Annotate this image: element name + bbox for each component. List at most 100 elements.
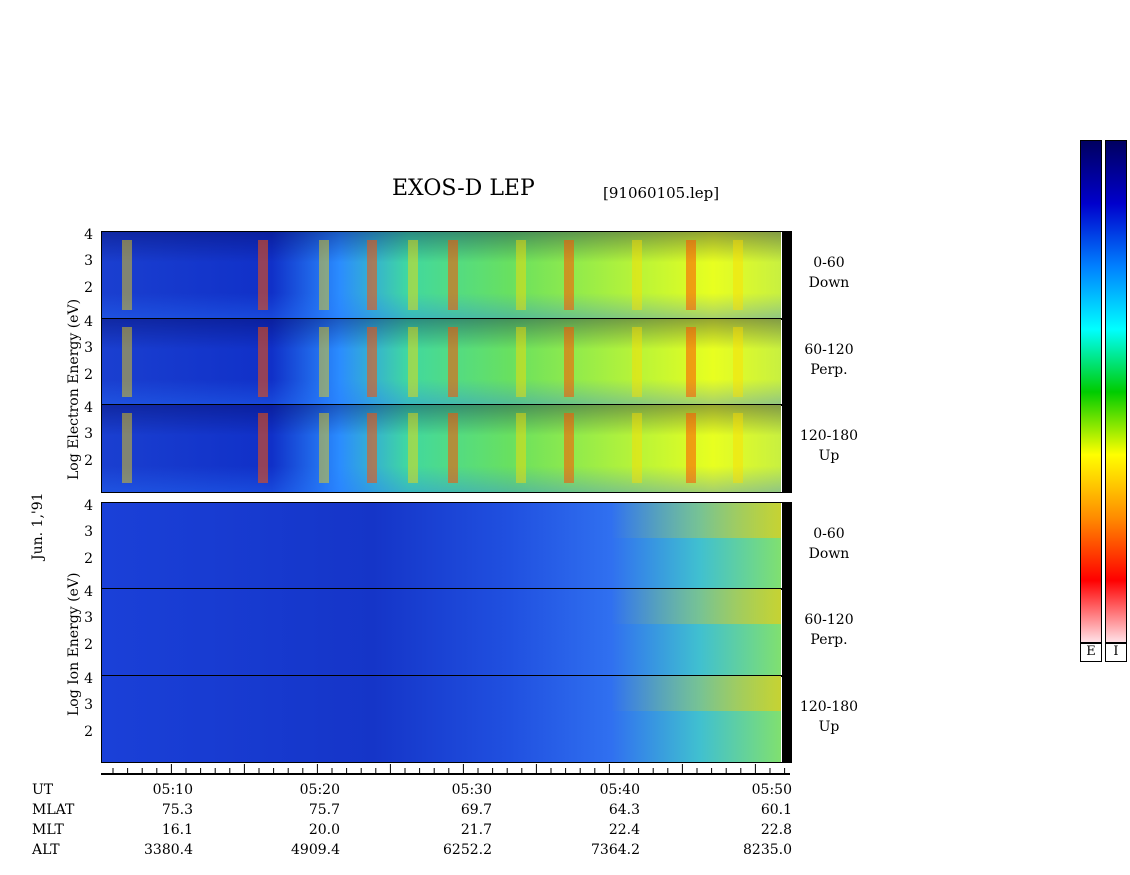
- mlat-value: 75.3: [161, 802, 193, 818]
- direction-label: Down: [808, 275, 850, 291]
- intensity-feature: [563, 413, 574, 483]
- intensity-feature: [366, 327, 377, 397]
- y-tick-label: 2: [84, 724, 93, 740]
- data-gap-bar: [782, 405, 791, 492]
- y-tick-label: 3: [84, 524, 93, 540]
- intensity-feature: [319, 413, 330, 483]
- alt-label: ALT: [32, 842, 60, 858]
- intensity-feature: [448, 413, 459, 483]
- intensity-feature: [563, 240, 574, 310]
- intensity-feature: [733, 240, 744, 310]
- intensity-feature: [122, 413, 133, 483]
- intensity-feature: [631, 240, 642, 310]
- ut-value: 05:20: [299, 782, 340, 798]
- chart-title: EXOS-D LEP: [392, 176, 535, 201]
- ut-value: 05:10: [152, 782, 193, 798]
- intensity-feature: [258, 413, 269, 483]
- data-gap-bar: [782, 503, 791, 589]
- y-tick-label: 2: [84, 280, 93, 296]
- spectrogram-image: [102, 503, 781, 589]
- direction-label: Perp.: [810, 632, 848, 648]
- file-name: [91060105.lep]: [603, 184, 720, 202]
- intensity-feature: [407, 413, 418, 483]
- electron-y-axis-label: Log Electron Energy (eV): [66, 298, 82, 480]
- y-tick-label: 2: [84, 637, 93, 653]
- intensity-feature: [366, 413, 377, 483]
- pitch-angle-label: 60-120: [804, 342, 854, 358]
- pitch-angle-label: 0-60: [813, 526, 845, 542]
- electron-scale-label: E: [1080, 642, 1102, 662]
- spectrogram-image: [102, 319, 781, 405]
- intensity-feature: [448, 240, 459, 310]
- ut-value: 05:40: [599, 782, 640, 798]
- y-tick-label: 4: [84, 498, 93, 514]
- mlat-label: MLAT: [32, 802, 75, 818]
- intensity-feature: [733, 327, 744, 397]
- direction-label: Up: [818, 448, 840, 464]
- y-tick-label: 4: [84, 227, 93, 243]
- y-tick-label: 4: [84, 314, 93, 330]
- ion-scale-label: I: [1105, 642, 1127, 662]
- intensity-feature: [122, 240, 133, 310]
- alt-value: 7364.2: [591, 842, 640, 858]
- direction-label: Down: [808, 546, 850, 562]
- intensity-feature: [631, 327, 642, 397]
- alt-value: 8235.0: [743, 842, 792, 858]
- mlt-value: 21.7: [460, 822, 492, 838]
- spectrogram-image: [102, 589, 781, 676]
- ion-panel-120-180: [101, 675, 792, 763]
- mlat-value: 64.3: [608, 802, 640, 818]
- y-tick-label: 4: [84, 671, 93, 687]
- intensity-feature: [516, 413, 527, 483]
- ut-value: 05:50: [751, 782, 792, 798]
- intensity-feature: [319, 327, 330, 397]
- mlt-value: 16.1: [161, 822, 193, 838]
- spectrogram-image: [102, 676, 781, 762]
- ion-panel-0-60: [101, 502, 792, 590]
- data-gap-bar: [782, 589, 791, 676]
- intensity-feature: [258, 327, 269, 397]
- y-tick-label: 2: [84, 367, 93, 383]
- intensity-feature: [631, 413, 642, 483]
- intensity-feature: [733, 413, 744, 483]
- y-tick-label: 2: [84, 453, 93, 469]
- time-axis: [101, 764, 790, 775]
- alt-value: 4909.4: [291, 842, 340, 858]
- intensity-feature: [685, 327, 696, 397]
- intensity-feature: [611, 503, 781, 538]
- pitch-angle-label: 60-120: [804, 612, 854, 628]
- intensity-feature: [563, 327, 574, 397]
- mlt-value: 20.0: [308, 822, 340, 838]
- electron-panel-120-180: [101, 404, 792, 493]
- intensity-feature: [407, 327, 418, 397]
- ion-color-scale: [1105, 140, 1127, 644]
- direction-label: Perp.: [810, 362, 848, 378]
- mlat-value: 75.7: [308, 802, 340, 818]
- alt-value: 6252.2: [443, 842, 492, 858]
- pitch-angle-label: 120-180: [799, 699, 859, 715]
- intensity-feature: [685, 413, 696, 483]
- electron-panel-60-120: [101, 318, 792, 406]
- intensity-feature: [611, 589, 781, 624]
- ion-panel-60-120: [101, 588, 792, 677]
- y-tick-label: 3: [84, 426, 93, 442]
- ut-label: UT: [32, 782, 54, 798]
- date-label: Jun. 1,'91: [30, 492, 46, 560]
- mlt-value: 22.4: [608, 822, 640, 838]
- pitch-angle-label: 120-180: [799, 428, 859, 444]
- intensity-feature: [685, 240, 696, 310]
- y-tick-label: 3: [84, 610, 93, 626]
- intensity-feature: [516, 240, 527, 310]
- direction-label: Up: [818, 719, 840, 735]
- intensity-feature: [611, 676, 781, 711]
- intensity-feature: [258, 240, 269, 310]
- electron-panel-0-60: [101, 231, 792, 320]
- electron-color-scale: [1080, 140, 1102, 644]
- alt-value: 3380.4: [144, 842, 193, 858]
- y-tick-label: 3: [84, 253, 93, 269]
- y-tick-label: 3: [84, 697, 93, 713]
- y-tick-label: 2: [84, 551, 93, 567]
- pitch-angle-label: 0-60: [813, 255, 845, 271]
- data-gap-bar: [782, 319, 791, 405]
- spectrogram-image: [102, 232, 781, 319]
